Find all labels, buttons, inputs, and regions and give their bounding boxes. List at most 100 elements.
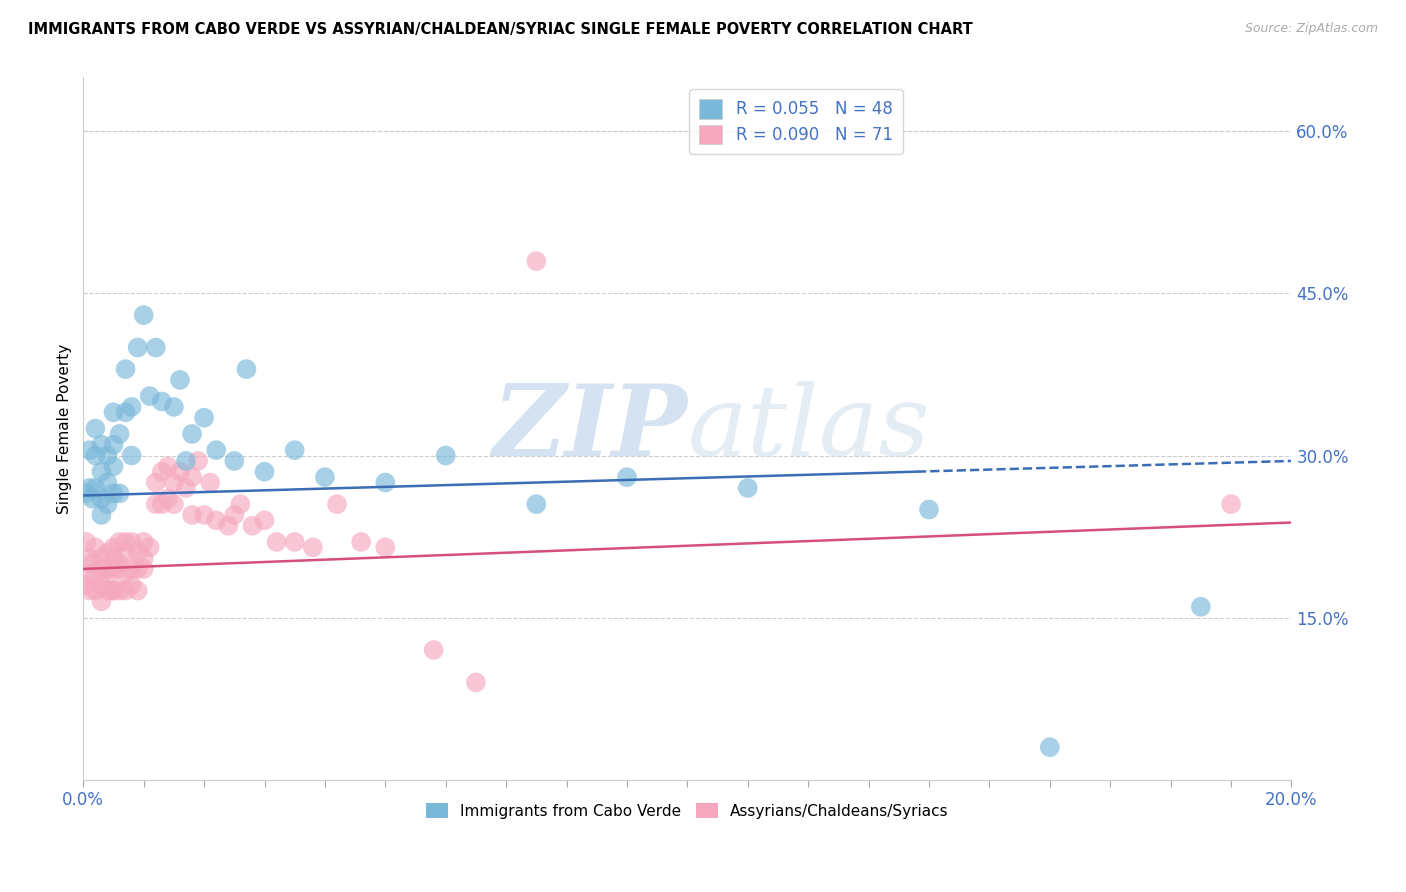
Point — [75, 486, 97, 500]
Point — [103, 459, 125, 474]
Point — [127, 341, 149, 355]
Point — [132, 562, 155, 576]
Point — [139, 389, 162, 403]
Text: atlas: atlas — [688, 381, 931, 476]
Point — [90, 465, 112, 479]
Point — [90, 594, 112, 608]
Point — [193, 410, 215, 425]
Point — [103, 541, 125, 555]
Point — [205, 513, 228, 527]
Point — [121, 449, 143, 463]
Text: Source: ZipAtlas.com: Source: ZipAtlas.com — [1244, 22, 1378, 36]
Point — [145, 341, 167, 355]
Point — [163, 475, 186, 490]
Point — [1039, 740, 1062, 755]
Point — [217, 518, 239, 533]
Point — [235, 362, 257, 376]
Point — [163, 497, 186, 511]
Point — [108, 535, 131, 549]
Point — [205, 443, 228, 458]
Point — [108, 562, 131, 576]
Point — [82, 557, 104, 571]
Point — [139, 541, 162, 555]
Point — [103, 405, 125, 419]
Point — [145, 475, 167, 490]
Point — [103, 438, 125, 452]
Point — [75, 535, 97, 549]
Point — [169, 465, 191, 479]
Point — [121, 400, 143, 414]
Point — [193, 508, 215, 522]
Point — [174, 454, 197, 468]
Y-axis label: Single Female Poverty: Single Female Poverty — [58, 343, 72, 514]
Point — [1220, 497, 1243, 511]
Point — [132, 551, 155, 566]
Point — [75, 578, 97, 592]
Point — [253, 465, 276, 479]
Point — [90, 508, 112, 522]
Point — [242, 518, 264, 533]
Point — [84, 567, 107, 582]
Point — [314, 470, 336, 484]
Point — [374, 475, 396, 490]
Point — [127, 546, 149, 560]
Point — [96, 562, 118, 576]
Point — [108, 557, 131, 571]
Point — [156, 491, 179, 506]
Point — [84, 481, 107, 495]
Point — [108, 426, 131, 441]
Point — [108, 583, 131, 598]
Point — [114, 362, 136, 376]
Point — [114, 405, 136, 419]
Point — [150, 394, 173, 409]
Point — [96, 475, 118, 490]
Point — [229, 497, 252, 511]
Point — [90, 562, 112, 576]
Point — [350, 535, 373, 549]
Point — [90, 551, 112, 566]
Point — [96, 573, 118, 587]
Point — [84, 583, 107, 598]
Point — [132, 308, 155, 322]
Point — [79, 551, 101, 566]
Point — [79, 481, 101, 495]
Point — [114, 583, 136, 598]
Point — [90, 578, 112, 592]
Point — [108, 486, 131, 500]
Point — [90, 491, 112, 506]
Point — [96, 583, 118, 598]
Point — [524, 254, 547, 268]
Point — [84, 449, 107, 463]
Point — [266, 535, 288, 549]
Point — [434, 449, 457, 463]
Point — [84, 541, 107, 555]
Point — [79, 567, 101, 582]
Point — [169, 373, 191, 387]
Point — [103, 583, 125, 598]
Point — [84, 421, 107, 435]
Point — [374, 541, 396, 555]
Point — [1189, 599, 1212, 614]
Point — [284, 535, 307, 549]
Point — [326, 497, 349, 511]
Point — [79, 583, 101, 598]
Point — [737, 481, 759, 495]
Point — [121, 535, 143, 549]
Point — [524, 497, 547, 511]
Point — [616, 470, 638, 484]
Point — [103, 562, 125, 576]
Point — [174, 481, 197, 495]
Point — [224, 508, 246, 522]
Text: ZIP: ZIP — [492, 380, 688, 476]
Point — [121, 562, 143, 576]
Text: IMMIGRANTS FROM CABO VERDE VS ASSYRIAN/CHALDEAN/SYRIAC SINGLE FEMALE POVERTY COR: IMMIGRANTS FROM CABO VERDE VS ASSYRIAN/C… — [28, 22, 973, 37]
Legend: Immigrants from Cabo Verde, Assyrians/Chaldeans/Syriacs: Immigrants from Cabo Verde, Assyrians/Ch… — [420, 797, 955, 824]
Point — [253, 513, 276, 527]
Point — [103, 551, 125, 566]
Point — [96, 497, 118, 511]
Point — [103, 583, 125, 598]
Point — [302, 541, 325, 555]
Point — [132, 535, 155, 549]
Point — [79, 443, 101, 458]
Point — [198, 475, 221, 490]
